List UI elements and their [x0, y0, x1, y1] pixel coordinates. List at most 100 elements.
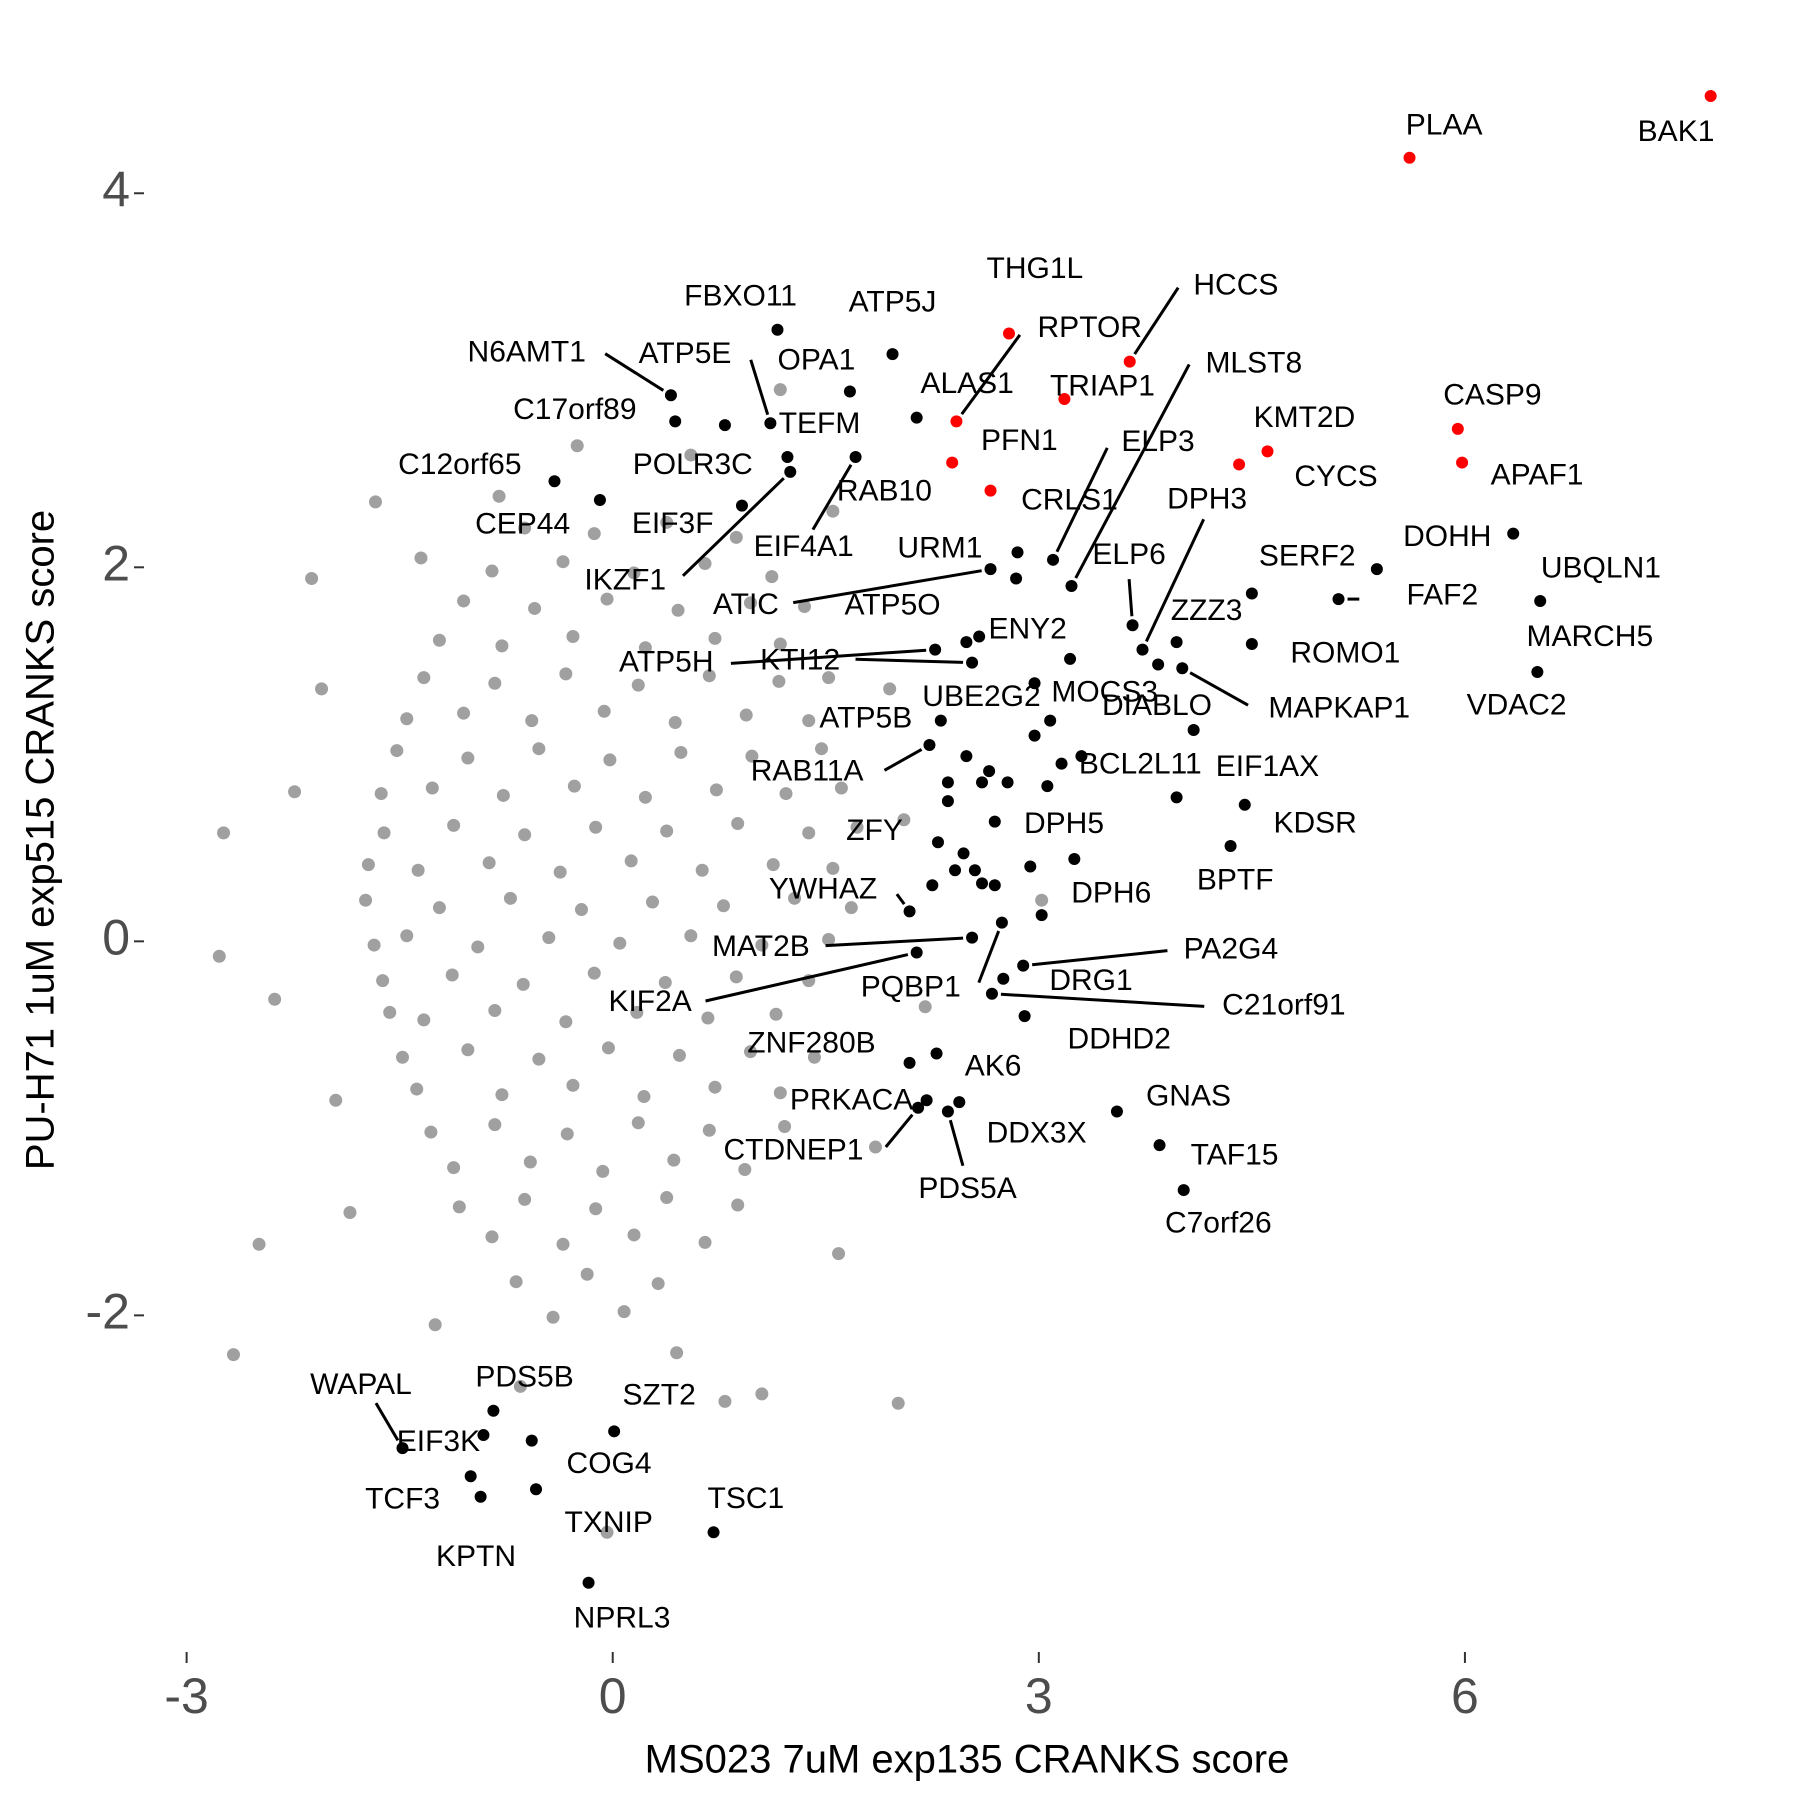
background-point — [698, 557, 712, 571]
highlight-point — [1002, 327, 1015, 340]
background-point — [660, 824, 674, 838]
background-point — [424, 1125, 438, 1139]
highlight-point — [910, 946, 923, 959]
highlight-point — [464, 1470, 477, 1483]
background-point — [425, 781, 439, 795]
highlight-point — [1047, 553, 1060, 566]
point-label: DOHH — [1403, 520, 1491, 553]
leader-line — [1031, 949, 1168, 967]
highlight-point — [1177, 1184, 1190, 1197]
x-tick-label: 3 — [1025, 1668, 1053, 1724]
highlight-point — [548, 475, 561, 488]
point-label: BCL2L11 — [1079, 747, 1202, 780]
background-point — [574, 903, 588, 917]
highlight-point — [1136, 643, 1149, 656]
background-point — [597, 704, 611, 718]
background-point — [897, 813, 911, 827]
y-tick-label: 2 — [102, 536, 130, 592]
point-label: ELP6 — [1092, 538, 1165, 571]
background-point — [518, 521, 532, 535]
point-label: MAPKAP1 — [1268, 692, 1410, 725]
background-point — [518, 1192, 532, 1206]
background-point — [587, 527, 601, 541]
point-label: DDX3X — [987, 1116, 1087, 1149]
background-point — [755, 1387, 769, 1401]
highlight-point — [1238, 798, 1251, 811]
background-point — [518, 828, 532, 842]
point-label: URM1 — [897, 532, 982, 565]
point-label: ATP5J — [849, 285, 937, 318]
highlight-point — [949, 864, 962, 877]
background-point — [414, 551, 428, 565]
background-point — [268, 992, 282, 1006]
highlight-point — [1451, 422, 1464, 435]
highlight-point — [1024, 860, 1037, 873]
background-point — [367, 938, 381, 952]
highlight-point — [926, 879, 939, 892]
highlight-point — [1507, 527, 1520, 540]
background-point — [600, 1525, 614, 1539]
leader-line — [681, 477, 785, 577]
background-point — [528, 601, 542, 615]
highlight-point — [771, 323, 784, 336]
highlight-point — [1534, 594, 1547, 607]
highlight-point — [960, 750, 973, 763]
leader-line — [825, 936, 964, 948]
point-label: OPA1 — [778, 343, 856, 376]
background-point — [788, 891, 802, 905]
background-point — [516, 977, 530, 991]
background-point — [766, 858, 780, 872]
background-point — [651, 1277, 665, 1291]
highlight-point — [886, 348, 899, 361]
x-axis-title: MS023 7uM exp135 CRANKS score — [645, 1738, 1290, 1782]
background-point — [509, 1275, 523, 1289]
leader-line — [1055, 447, 1109, 553]
point-label: EIF1AX — [1216, 750, 1319, 783]
point-label: TRIAP1 — [1050, 369, 1155, 402]
point-label: C21orf91 — [1222, 988, 1345, 1021]
background-point — [698, 1235, 712, 1249]
highlight-point — [966, 656, 979, 669]
highlight-point — [1233, 458, 1246, 471]
highlight-point — [1064, 652, 1077, 665]
point-label: APAF1 — [1491, 458, 1584, 491]
point-label: BAK1 — [1638, 115, 1715, 148]
leader-line — [374, 1402, 400, 1442]
point-label: YWHAZ — [769, 873, 877, 906]
highlight-point — [930, 1047, 943, 1060]
background-point — [684, 929, 698, 943]
background-point — [374, 787, 388, 801]
highlight-point — [1224, 839, 1237, 852]
highlight-point — [1001, 776, 1014, 789]
highlight-point — [988, 879, 1001, 892]
background-point — [807, 1050, 821, 1064]
highlight-point — [487, 1404, 500, 1417]
background-point — [778, 1119, 792, 1133]
background-point — [600, 592, 614, 606]
leader-line — [855, 657, 964, 664]
highlight-point — [1010, 572, 1023, 585]
background-point — [708, 1080, 722, 1094]
background-point — [631, 678, 645, 692]
highlight-point — [764, 417, 777, 430]
point-label: NPRL3 — [574, 1602, 671, 1635]
background-point — [826, 504, 840, 518]
highlight-point — [718, 419, 731, 432]
leader-line — [749, 359, 770, 416]
highlight-point — [1403, 151, 1416, 164]
background-point — [624, 854, 638, 868]
background-point — [567, 779, 581, 793]
highlight-point — [530, 1483, 543, 1496]
background-point — [377, 826, 391, 840]
background-point — [288, 785, 302, 799]
point-label: CTDNEP1 — [723, 1134, 863, 1167]
background-point — [461, 751, 475, 765]
leader-line — [884, 1113, 914, 1148]
y-tick-label: 0 — [102, 910, 130, 966]
leader-line — [883, 748, 923, 772]
background-point — [596, 1164, 610, 1178]
highlight-point — [984, 563, 997, 576]
background-point — [743, 596, 757, 610]
point-label: CYCS — [1294, 460, 1377, 493]
background-point — [488, 1118, 502, 1132]
